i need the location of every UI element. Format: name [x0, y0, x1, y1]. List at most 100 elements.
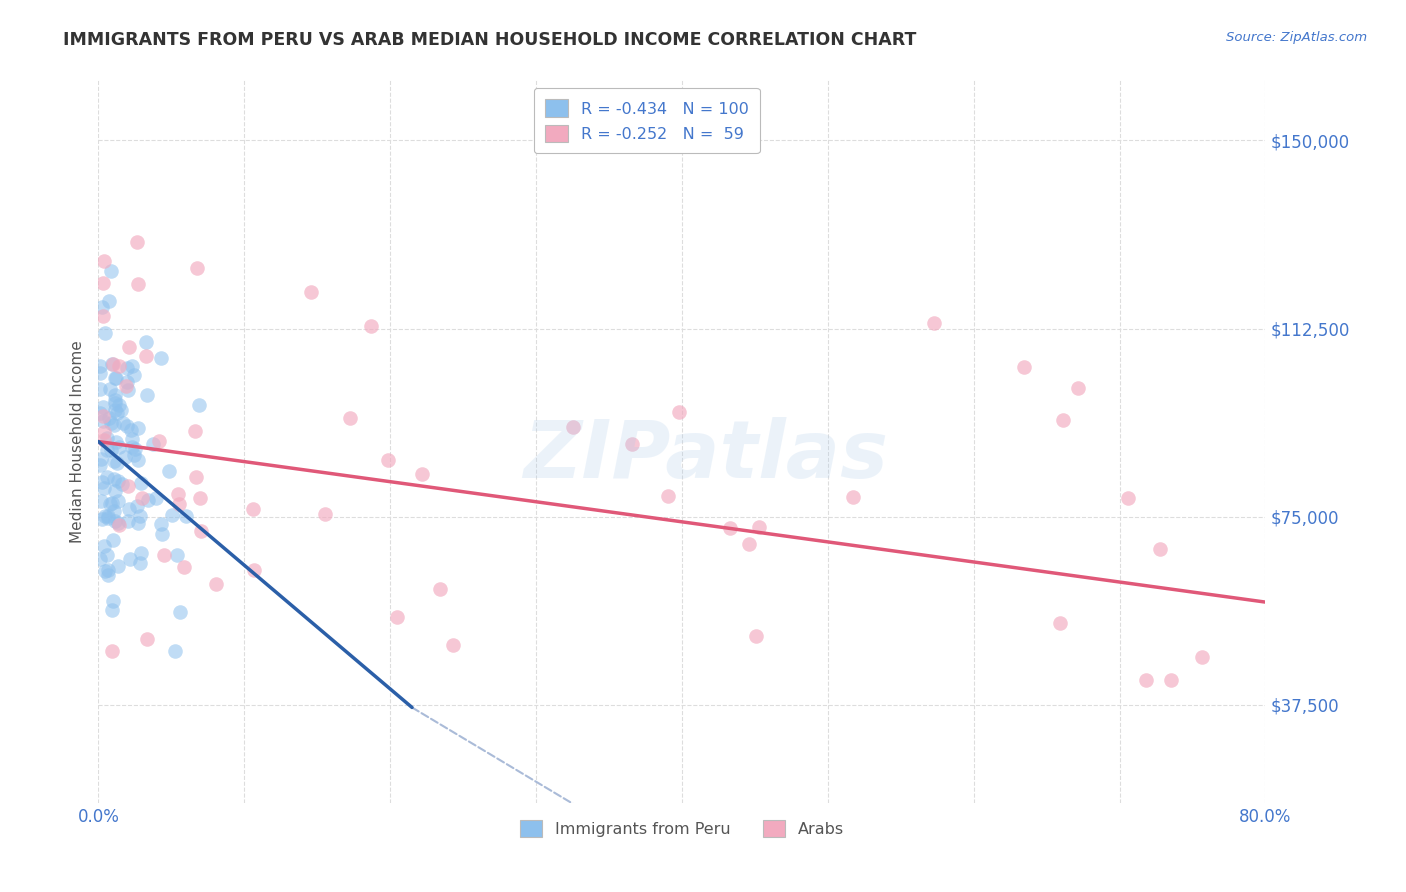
Point: [89, 382, 111, 396]
Point: [1135, 673, 1157, 687]
Y-axis label: Median Household Income: Median Household Income: [69, 340, 84, 543]
Point: [150, 351, 173, 365]
Point: [166, 548, 188, 562]
Point: [621, 437, 644, 451]
Point: [101, 644, 124, 658]
Point: [152, 548, 174, 562]
Point: [111, 477, 134, 491]
Point: [187, 398, 209, 412]
Text: Source: ZipAtlas.com: Source: ZipAtlas.com: [1226, 31, 1367, 45]
Text: ZIPatlas: ZIPatlas: [523, 417, 887, 495]
Point: [101, 358, 124, 372]
Point: [360, 318, 382, 333]
Point: [176, 509, 198, 524]
Point: [1191, 649, 1213, 664]
Point: [190, 524, 212, 538]
Point: [718, 521, 741, 535]
Point: [1052, 413, 1074, 427]
Point: [117, 479, 139, 493]
Point: [93, 433, 115, 447]
Point: [1149, 542, 1171, 557]
Point: [93, 539, 115, 553]
Point: [94, 326, 117, 340]
Point: [103, 371, 125, 385]
Point: [101, 594, 124, 608]
Point: [97, 563, 120, 577]
Point: [97, 567, 120, 582]
Point: [148, 434, 170, 448]
Point: [129, 475, 152, 490]
Point: [97, 511, 120, 525]
Point: [299, 285, 322, 299]
Point: [91, 300, 114, 314]
Point: [117, 375, 139, 389]
Point: [89, 359, 111, 373]
Point: [101, 603, 124, 617]
Point: [96, 431, 118, 445]
Point: [127, 421, 149, 435]
Point: [441, 638, 464, 652]
Point: [339, 411, 361, 425]
Point: [91, 309, 114, 323]
Point: [118, 341, 141, 355]
Point: [100, 416, 122, 430]
Point: [117, 501, 139, 516]
Point: [104, 483, 127, 498]
Point: [89, 452, 111, 467]
Point: [118, 551, 141, 566]
Point: [1116, 491, 1139, 505]
Point: [107, 398, 129, 412]
Point: [205, 576, 228, 591]
Point: [135, 388, 157, 402]
Point: [105, 456, 128, 470]
Point: [157, 464, 180, 478]
Point: [96, 548, 118, 562]
Point: [89, 406, 111, 420]
Point: [127, 235, 149, 250]
Point: [160, 508, 183, 523]
Point: [91, 414, 114, 428]
Point: [96, 442, 118, 457]
Point: [129, 557, 152, 571]
Point: [104, 371, 127, 385]
Point: [668, 405, 690, 419]
Point: [117, 514, 139, 528]
Point: [131, 491, 153, 505]
Point: [115, 360, 138, 375]
Point: [108, 440, 131, 454]
Point: [96, 469, 118, 483]
Point: [127, 277, 149, 291]
Point: [387, 610, 409, 624]
Point: [136, 632, 159, 646]
Point: [129, 508, 152, 523]
Point: [103, 418, 125, 433]
Point: [125, 499, 148, 513]
Point: [121, 359, 143, 374]
Point: [242, 502, 264, 516]
Point: [167, 497, 190, 511]
Point: [127, 516, 149, 530]
Point: [127, 453, 149, 467]
Point: [107, 558, 129, 573]
Point: [103, 472, 125, 486]
Point: [98, 382, 121, 396]
Point: [167, 487, 190, 501]
Point: [105, 435, 128, 450]
Point: [107, 475, 129, 489]
Point: [100, 264, 122, 278]
Point: [120, 423, 142, 437]
Point: [121, 432, 143, 446]
Point: [186, 260, 208, 275]
Point: [243, 563, 266, 577]
Point: [107, 494, 129, 508]
Point: [93, 509, 115, 524]
Point: [145, 491, 167, 505]
Point: [842, 490, 865, 504]
Point: [429, 582, 451, 596]
Point: [122, 448, 145, 462]
Point: [1049, 616, 1071, 631]
Point: [745, 629, 768, 643]
Point: [94, 564, 117, 578]
Point: [104, 514, 127, 528]
Point: [411, 467, 433, 482]
